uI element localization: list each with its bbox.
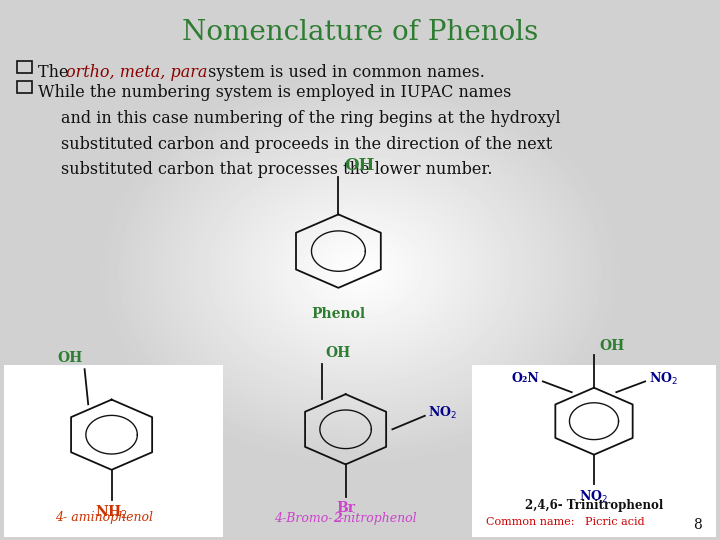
FancyBboxPatch shape — [4, 364, 223, 537]
Text: Phenol: Phenol — [311, 307, 366, 321]
Text: system is used in common names.: system is used in common names. — [203, 64, 485, 80]
Text: Common name:: Common name: — [486, 517, 575, 528]
Text: 2: 2 — [333, 512, 341, 525]
Text: Picric acid: Picric acid — [585, 517, 644, 528]
Text: OH: OH — [600, 339, 625, 353]
Text: OH: OH — [325, 346, 351, 360]
FancyBboxPatch shape — [472, 364, 716, 537]
Text: The: The — [38, 64, 73, 80]
Bar — [17, 61, 32, 73]
Text: NO$_2$: NO$_2$ — [580, 489, 608, 505]
Text: 8: 8 — [693, 518, 702, 532]
Text: -nitrophenol: -nitrophenol — [340, 512, 418, 525]
Text: 4-Bromo-: 4-Bromo- — [274, 512, 332, 525]
Text: NO$_2$: NO$_2$ — [649, 370, 678, 387]
Text: Br: Br — [336, 501, 355, 515]
Text: NO$_2$: NO$_2$ — [428, 405, 457, 421]
Text: OH: OH — [344, 157, 374, 174]
Text: OH: OH — [57, 352, 83, 366]
Text: 4- aminophenol: 4- aminophenol — [55, 511, 153, 524]
Bar — [17, 81, 32, 93]
Text: substituted carbon and proceeds in the direction of the next: substituted carbon and proceeds in the d… — [61, 136, 552, 152]
Text: substituted carbon that processes the lower number.: substituted carbon that processes the lo… — [61, 161, 492, 178]
Text: Nomenclature of Phenols: Nomenclature of Phenols — [182, 19, 538, 46]
Text: and in this case numbering of the ring begins at the hydroxyl: and in this case numbering of the ring b… — [61, 110, 561, 126]
Text: ortho, meta, para: ortho, meta, para — [66, 64, 207, 80]
Text: While the numbering system is employed in IUPAC names: While the numbering system is employed i… — [38, 84, 511, 100]
Text: 2,4,6- Trinitrophenol: 2,4,6- Trinitrophenol — [525, 500, 663, 512]
Text: O₂N: O₂N — [511, 372, 539, 385]
Text: NH$_2$: NH$_2$ — [95, 503, 128, 521]
